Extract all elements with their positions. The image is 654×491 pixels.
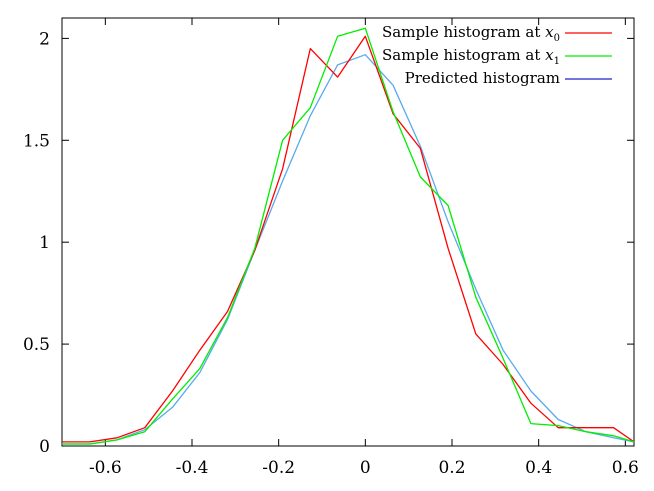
series-layer — [62, 27, 635, 445]
legend-entry-label: Sample histogram at x0 — [382, 23, 560, 44]
legend-variable: x — [545, 46, 554, 64]
y-tick-label: 1.5 — [23, 131, 50, 151]
x-tick-label: 0.2 — [438, 458, 465, 478]
legend-variable: x — [545, 23, 554, 41]
legend-subscript: 0 — [554, 33, 560, 44]
x-tick-label: 0.4 — [525, 458, 552, 478]
legend-entry-label: Sample histogram at x1 — [382, 46, 560, 67]
series-line-2 — [62, 54, 635, 445]
x-tick-label: -0.4 — [176, 458, 209, 478]
x-tick-label: -0.2 — [262, 458, 295, 478]
x-tick-label: 0 — [360, 458, 371, 478]
x-tick-label: -0.6 — [89, 458, 122, 478]
plot-frame — [61, 17, 635, 447]
series-line-0 — [62, 35, 635, 443]
y-tick-label: 2 — [39, 29, 50, 49]
y-tick-label: 0.5 — [23, 335, 50, 355]
legend-text: Sample histogram at — [382, 23, 545, 41]
axis-tick-labels: -0.6 -0.4 -0.2 0 0.2 0.4 0.6 0 0.5 1 1.5 2 — [23, 29, 639, 478]
y-tick-label: 1 — [39, 233, 50, 253]
legend-entry-label: Predicted histogram — [405, 69, 560, 87]
y-tick-label: 0 — [39, 437, 50, 457]
axis-ticks — [62, 18, 634, 447]
legend-text: Predicted histogram — [405, 69, 560, 87]
x-tick-label: 0.6 — [612, 458, 639, 478]
series-line-1 — [62, 27, 635, 445]
legend-subscript: 1 — [554, 56, 560, 67]
legend-text: Sample histogram at — [382, 46, 545, 64]
